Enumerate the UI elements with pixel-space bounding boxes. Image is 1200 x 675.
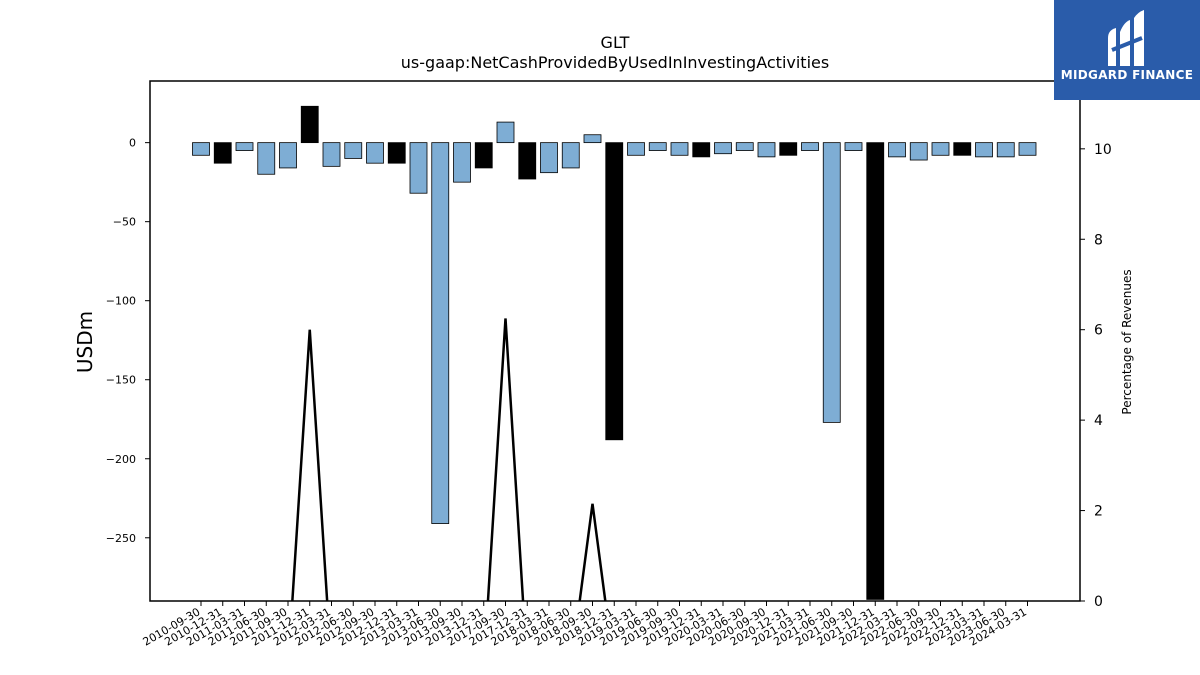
y2-tick-label: 6 <box>1094 323 1103 339</box>
bar <box>648 142 667 151</box>
y-tick-label: −50 <box>113 216 136 229</box>
bar <box>735 142 754 151</box>
bar <box>714 142 732 155</box>
plot-frame <box>149 80 1081 602</box>
y-tick-label: −200 <box>106 453 136 466</box>
bar <box>235 142 254 151</box>
bar <box>496 121 515 144</box>
bar <box>344 142 363 159</box>
bar <box>975 142 993 158</box>
bar <box>605 142 624 441</box>
bar <box>866 142 885 600</box>
bar <box>801 142 819 151</box>
bar <box>1018 142 1037 156</box>
y-tick-label: 0 <box>129 137 136 150</box>
chart-title: GLT <box>601 33 630 52</box>
bar <box>909 142 928 161</box>
chart-subtitle: us-gaap:NetCashProvidedByUsedInInvesting… <box>401 53 829 72</box>
bar <box>627 142 645 156</box>
bar <box>518 142 537 180</box>
midgard-logo-icon <box>1108 10 1144 66</box>
bar <box>409 142 428 194</box>
bar <box>453 142 471 183</box>
y2-tick-label: 4 <box>1094 413 1103 429</box>
bar <box>366 142 384 164</box>
bar <box>213 142 232 164</box>
bar <box>387 142 406 164</box>
bar <box>257 142 276 175</box>
bar <box>431 142 450 524</box>
bar <box>779 142 798 156</box>
y2-tick-label: 10 <box>1094 142 1112 158</box>
bar <box>583 134 602 144</box>
y2-axis-label: Percentage of Revenues <box>1120 269 1134 414</box>
y-tick-label: −100 <box>106 295 136 308</box>
bar <box>953 142 972 156</box>
bar <box>300 105 319 144</box>
y2-tick-label: 8 <box>1094 232 1103 248</box>
y-tick-label: −150 <box>106 374 136 387</box>
bar <box>822 142 841 423</box>
y2-tick-label: 2 <box>1094 504 1103 520</box>
y2-tick-label: 0 <box>1094 594 1103 610</box>
axes-layer: 0−50−100−150−200−25002468102010-09-30201… <box>106 80 1112 649</box>
bar <box>692 142 711 158</box>
bar-layer <box>192 105 1037 600</box>
y-axis-label: USDm <box>73 311 97 373</box>
bar <box>888 142 906 158</box>
y-tick-label: −250 <box>106 532 136 545</box>
bar <box>322 142 341 167</box>
bar <box>540 142 558 174</box>
bar <box>757 142 776 158</box>
brand-logo: MIDGARD FINANCE <box>1054 0 1200 100</box>
bar <box>279 142 297 169</box>
bar <box>670 142 689 156</box>
bar <box>996 142 1015 158</box>
bar <box>474 142 493 169</box>
bar <box>192 142 210 156</box>
bar <box>844 142 863 151</box>
bar <box>561 142 580 169</box>
bar <box>931 142 950 156</box>
logo-text: MIDGARD FINANCE <box>1060 68 1194 82</box>
